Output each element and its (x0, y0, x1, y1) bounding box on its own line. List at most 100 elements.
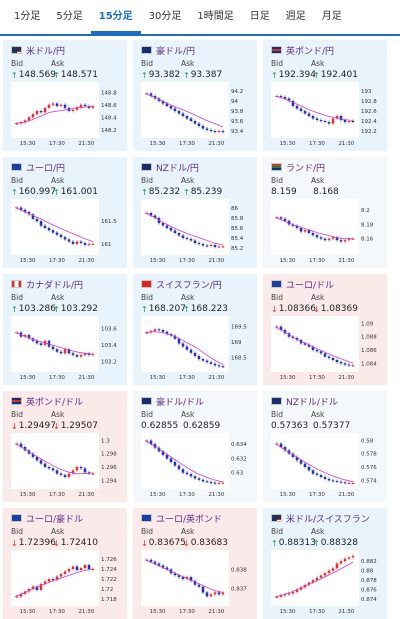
candle (201, 586, 205, 593)
price-chart[interactable]: 86 85.8 85.6 85.4 85.2 15:30 17:30 21:30 (141, 199, 251, 265)
candle (39, 584, 43, 590)
currency-card[interactable]: 米ドル/円 Bid Ask ↑ 148.569 ↑ 148.571 148.8 148… (3, 40, 127, 151)
ask-value: 103.292 (60, 304, 98, 314)
price-chart[interactable]: 0.58 0.578 0.576 0.574 15:30 17:30 21:30 (271, 433, 381, 499)
y-tick-label: 0.632 (231, 456, 247, 462)
tab-2[interactable]: 15分足 (90, 0, 141, 34)
pair-name[interactable]: 米ドル/スイスフラン (286, 514, 370, 525)
candle (347, 364, 351, 366)
tab-4[interactable]: 1時間足 (197, 11, 234, 22)
price-chart[interactable]: 169.5 169 168.5 15:30 17:30 21:30 (141, 316, 251, 382)
moving-average-line (144, 212, 224, 246)
pair-name[interactable]: カナダドル/円 (26, 280, 84, 291)
pair-name[interactable]: 豪ドル/円 (156, 46, 196, 57)
candle (193, 352, 197, 356)
candle (75, 566, 79, 570)
price-chart[interactable]: 103.6 103.4 103.2 15:30 17:30 21:30 (11, 316, 121, 382)
plot-area (271, 550, 359, 606)
y-tick-label: 0.876 (361, 588, 377, 594)
prices: 8.159 8.168 (271, 186, 381, 198)
pair-name[interactable]: ユーロ/ドル (286, 280, 335, 291)
candle (169, 458, 173, 462)
price-labels: Bid Ask (141, 293, 251, 302)
price-chart[interactable]: 8.2 8.18 8.16 15:30 17:30 21:30 (271, 199, 381, 265)
price-chart[interactable]: 0.882 0.88 0.878 0.876 0.874 15:30 17:30 21:30 (271, 550, 381, 616)
up-arrow-icon: ↑ (271, 70, 278, 80)
x-tick-label: 17:30 (309, 258, 325, 264)
price-chart[interactable]: 1.3 1.298 1.296 1.294 15:30 17:30 21:30 (11, 433, 121, 499)
tab-1[interactable]: 5分足 (56, 11, 83, 22)
pair-name[interactable]: NZドル/円 (156, 163, 199, 174)
x-tick-label: 17:30 (49, 609, 65, 615)
tab-6[interactable]: 週足 (285, 11, 306, 22)
candle (299, 460, 303, 464)
currency-card[interactable]: カナダドル/円 Bid Ask ↑ 103.286 ↑ 103.292 103.6 1… (3, 274, 127, 385)
y-tick-label: 0.576 (361, 465, 377, 471)
candle (343, 558, 347, 562)
pair-name[interactable]: ユーロ/円 (26, 163, 66, 174)
candle (71, 109, 75, 111)
price-chart[interactable]: 161.5 161 15:30 17:30 21:30 (11, 199, 121, 265)
currency-card[interactable]: スイスフラン/円 Bid Ask ↑ 168.207 ↑ 168.223 169.5… (133, 274, 257, 385)
candle (323, 573, 327, 576)
pair-name[interactable]: 豪ドル/ドル (156, 397, 205, 408)
candle (327, 356, 331, 358)
currency-card[interactable]: 英ポンド/円 Bid Ask ↑ 192.394 ↑ 192.401 193 192.… (263, 40, 387, 151)
candle (189, 118, 193, 121)
up-arrow-icon: ↑ (53, 304, 60, 314)
currency-grid: 米ドル/円 Bid Ask ↑ 148.569 ↑ 148.571 148.8 148… (0, 36, 400, 619)
pair-name[interactable]: 米ドル/円 (26, 46, 66, 57)
currency-card[interactable]: 米ドル/スイスフラン Bid Ask ↑ 0.88313 ↑ 0.88328 0.8… (263, 508, 387, 619)
candle (331, 480, 335, 482)
tab-3[interactable]: 30分足 (148, 11, 182, 22)
currency-card[interactable]: ランド/円 Bid Ask 8.159 8.168 8.2 8.18 8.16 15:… (263, 157, 387, 268)
candle (291, 224, 295, 226)
price-labels: Bid Ask (11, 59, 121, 68)
candle (307, 230, 311, 233)
tab-5[interactable]: 日足 (249, 11, 270, 22)
pair-name[interactable]: スイスフラン/円 (156, 280, 222, 291)
currency-card[interactable]: ユーロ/豪ドル Bid Ask ↓ 1.72396 ↓ 1.72410 1.726 1… (3, 508, 127, 619)
price-chart[interactable]: 1.09 1.088 1.086 1.084 15:30 17:30 21:30 (271, 316, 381, 382)
price-chart[interactable]: 0.838 0.837 15:30 17:30 21:30 (141, 550, 251, 616)
candle (343, 240, 347, 242)
nz-flag-icon (271, 397, 282, 405)
price-chart[interactable]: 0.634 0.632 0.63 15:30 17:30 21:30 (141, 433, 251, 499)
candle (91, 473, 95, 475)
tab-7[interactable]: 月足 (321, 11, 342, 22)
x-tick-label: 17:30 (179, 609, 195, 615)
moving-average-line (14, 443, 94, 475)
currency-card[interactable]: NZドル/ドル Bid Ask 0.57363 0.57377 0.58 0.57… (263, 391, 387, 502)
price-chart[interactable]: 1.726 1.724 1.722 1.72 1.718 15:30 17:30 21:30 (11, 550, 121, 616)
candle (149, 213, 153, 216)
candle (79, 104, 83, 108)
bid-value: 0.62855 (141, 421, 179, 431)
currency-card[interactable]: 豪ドル/円 Bid Ask ↑ 93.382 ↑ 93.387 94.2 94 93.8… (133, 40, 257, 151)
pair-name[interactable]: 英ポンド/ドル (26, 397, 84, 408)
ask-price: ↑ 192.401 (313, 69, 358, 81)
au-flag-icon (141, 46, 152, 54)
currency-card[interactable]: 英ポンド/ドル Bid Ask ↓ 1.29497 ↓ 1.29507 1.3 1.2… (3, 391, 127, 502)
pair-name[interactable]: 英ポンド/円 (286, 46, 335, 57)
tab-0[interactable]: 1分足 (14, 11, 41, 22)
currency-card[interactable]: NZドル/円 Bid Ask ↑ 85.232 ↑ 85.239 86 85.8 85.… (133, 157, 257, 268)
price-chart[interactable]: 148.8 148.6 148.4 148.2 15:30 17:30 21:30 (11, 82, 121, 148)
currency-card[interactable]: 豪ドル/ドル Bid Ask 0.62855 0.62859 0.634 0.63… (133, 391, 257, 502)
pair-name[interactable]: NZドル/ドル (286, 397, 338, 408)
currency-card[interactable]: ユーロ/英ポンド Bid Ask ↓ 0.83675 ↓ 0.83683 0.838… (133, 508, 257, 619)
candle (275, 443, 279, 445)
price-chart[interactable]: 94.2 94 93.8 93.6 93.4 15:30 17:30 21:30 (141, 82, 251, 148)
price-chart[interactable]: 193 192.8 192.6 192.4 192.2 15:30 17:30 21:30 (271, 82, 381, 148)
candle (27, 212, 31, 215)
pair-name[interactable]: ランド/円 (286, 163, 326, 174)
currency-card[interactable]: ユーロ/ドル Bid Ask ↓ 1.08366 ↓ 1.08369 1.09 1.0… (263, 274, 387, 385)
pair-name[interactable]: ユーロ/豪ドル (26, 514, 84, 525)
currency-card[interactable]: ユーロ/円 Bid Ask ↑ 160.997 ↑ 161.001 161.5 161… (3, 157, 127, 268)
candle (165, 225, 169, 228)
candle (67, 569, 71, 572)
eu-flag-icon (11, 163, 22, 171)
candle (177, 233, 181, 236)
pair-name[interactable]: ユーロ/英ポンド (156, 514, 223, 525)
y-tick-label: 103.4 (101, 343, 117, 349)
plot-area (11, 550, 99, 606)
